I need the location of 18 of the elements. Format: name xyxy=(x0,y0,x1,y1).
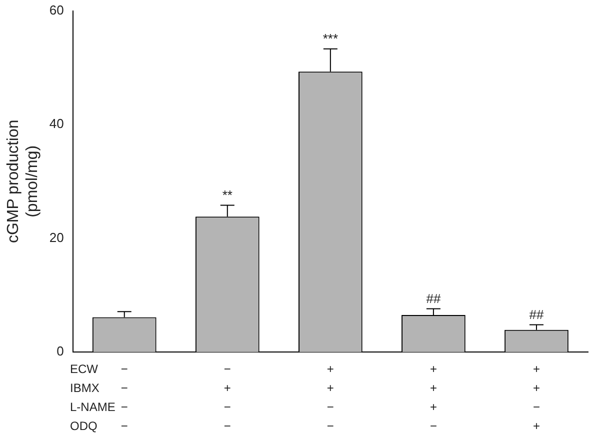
x-tick-label: − − − − xyxy=(120,362,128,433)
annotation: ** xyxy=(222,187,232,202)
annotation: ## xyxy=(426,290,442,306)
text: ODQ xyxy=(70,418,98,433)
y-tick-label: 0 xyxy=(56,344,64,359)
x-tick-label: + + − − xyxy=(326,362,334,433)
text: L-NAME xyxy=(70,400,116,414)
annotation: *** xyxy=(322,30,338,46)
y-tick-label: 60 xyxy=(49,2,64,18)
text: IBMX xyxy=(70,380,100,395)
x-tick-label: + + − + xyxy=(532,362,540,433)
x-tick-label: + + + − xyxy=(430,362,437,433)
y-tick-label: 20 xyxy=(49,230,64,245)
text: ECW xyxy=(70,362,99,376)
x-tick-label: − + − − xyxy=(224,362,231,433)
y-tick-label: 40 xyxy=(49,116,64,132)
y-axis-title: cGMP production (pmol/mg) xyxy=(5,120,42,244)
annotation: ## xyxy=(529,306,544,322)
